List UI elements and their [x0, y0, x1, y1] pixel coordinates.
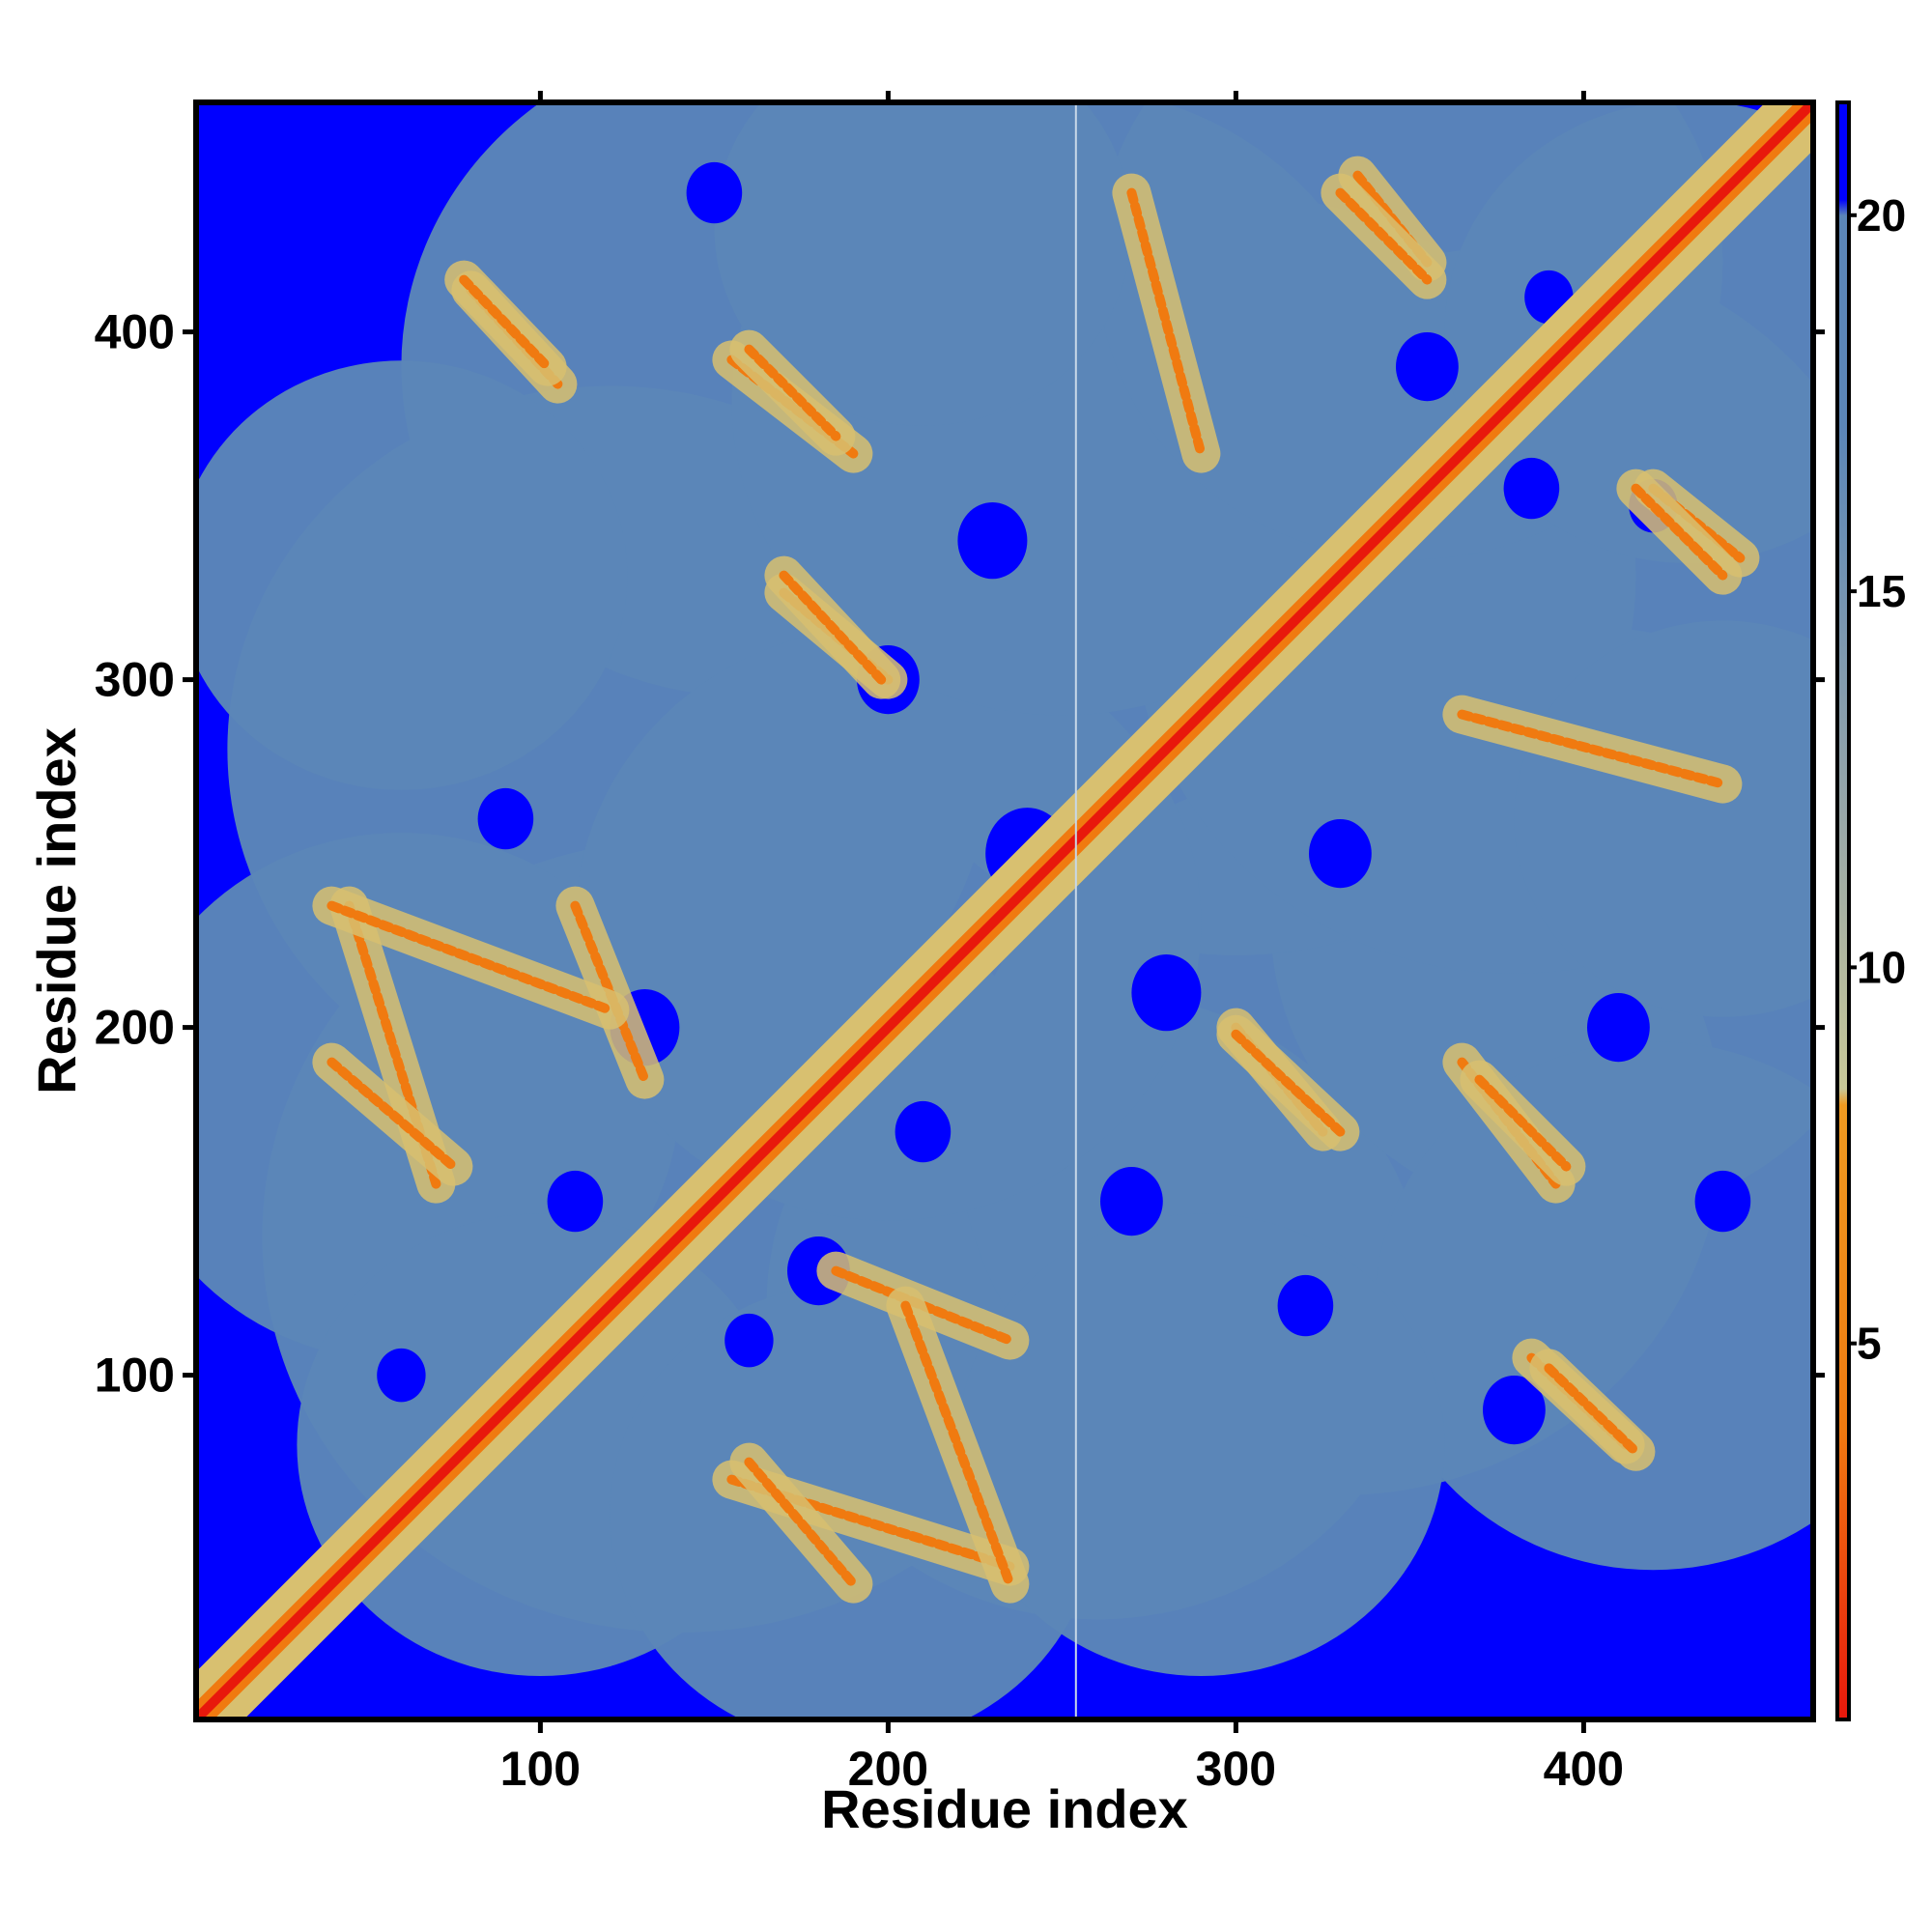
no-contact-pocket — [1587, 992, 1650, 1063]
y-axis: 100 200 300 400 — [95, 305, 1825, 1403]
strand-contact-line — [327, 1057, 459, 1172]
y-tick-label: 400 — [95, 305, 175, 359]
no-contact-pocket — [477, 787, 534, 850]
colorbar-tick-label: 5 — [1857, 1319, 1882, 1369]
strand-contact-line — [1231, 1029, 1346, 1137]
no-contact-pocket — [1483, 1375, 1546, 1445]
strand-contact-line — [744, 1457, 859, 1589]
far-contact-blob — [957, 1213, 1445, 1676]
colorbar: 5 10 15 20 — [1835, 100, 1906, 1721]
x-axis: 100 200 300 400 — [500, 91, 1624, 1796]
no-contact-pocket — [1277, 1274, 1334, 1337]
diagonal-contacts — [196, 102, 1813, 1719]
no-contact-pocket — [377, 1348, 426, 1403]
y-tick-label: 300 — [95, 653, 175, 707]
x-tick-label: 400 — [1544, 1742, 1624, 1796]
heatmap-cells — [196, 102, 1813, 1719]
far-contact-blob — [714, 102, 1132, 426]
no-contact-pocket — [724, 1313, 774, 1368]
strand-contact-line — [1457, 709, 1728, 789]
strand-contact-line — [1544, 1363, 1641, 1457]
no-contact-pocket — [957, 502, 1028, 580]
colorbar-tick-label: 20 — [1857, 190, 1906, 241]
colorbar-tick-label: 15 — [1857, 566, 1906, 616]
far-contact-blob — [1514, 620, 1813, 1017]
no-contact-pocket — [1131, 954, 1202, 1032]
no-contact-pocket — [1694, 1170, 1751, 1233]
colorbar-ticks: 5 10 15 20 — [1849, 190, 1906, 1369]
y-tick-label: 200 — [95, 1001, 175, 1055]
x-axis-title: Residue index — [821, 1778, 1188, 1839]
strand-contact-line — [744, 344, 841, 441]
x-tick-label: 100 — [500, 1742, 581, 1796]
heatmap-area — [193, 99, 1816, 1722]
strand-contacts — [312, 156, 1760, 1604]
y-axis-title: Residue index — [26, 727, 87, 1094]
strand-contact-line — [1126, 187, 1207, 459]
strand-contact-line — [1474, 1074, 1572, 1172]
far-contact-blob — [1375, 1041, 1813, 1571]
no-contact-pocket — [686, 161, 743, 224]
y-tick-label: 100 — [95, 1349, 175, 1403]
plot-frame — [193, 99, 1816, 1722]
x-tick-label: 300 — [1196, 1742, 1276, 1796]
no-contact-pocket — [1503, 457, 1560, 520]
no-contact-pocket — [1396, 331, 1459, 402]
far-contact-blob — [575, 625, 1202, 1221]
strand-contact-line — [1631, 483, 1728, 581]
strand-contact-line — [459, 274, 553, 372]
no-contact-pocket — [547, 1170, 604, 1233]
diagonal-contact-line — [196, 102, 1813, 1719]
no-contact-pocket — [1309, 818, 1372, 889]
colorbar-tick-label: 10 — [1857, 942, 1906, 992]
strand-contact-line — [779, 570, 887, 685]
strand-contact-line — [900, 1300, 1015, 1589]
strand-contact-line — [327, 900, 615, 1015]
x-tick-label: 200 — [848, 1742, 928, 1796]
no-contact-pocket — [1100, 1166, 1163, 1236]
colorbar-gradient — [1835, 100, 1851, 1721]
strand-contact-line — [1335, 187, 1433, 285]
no-contact-pocket — [895, 1100, 952, 1163]
far-contact-blob — [196, 360, 628, 790]
